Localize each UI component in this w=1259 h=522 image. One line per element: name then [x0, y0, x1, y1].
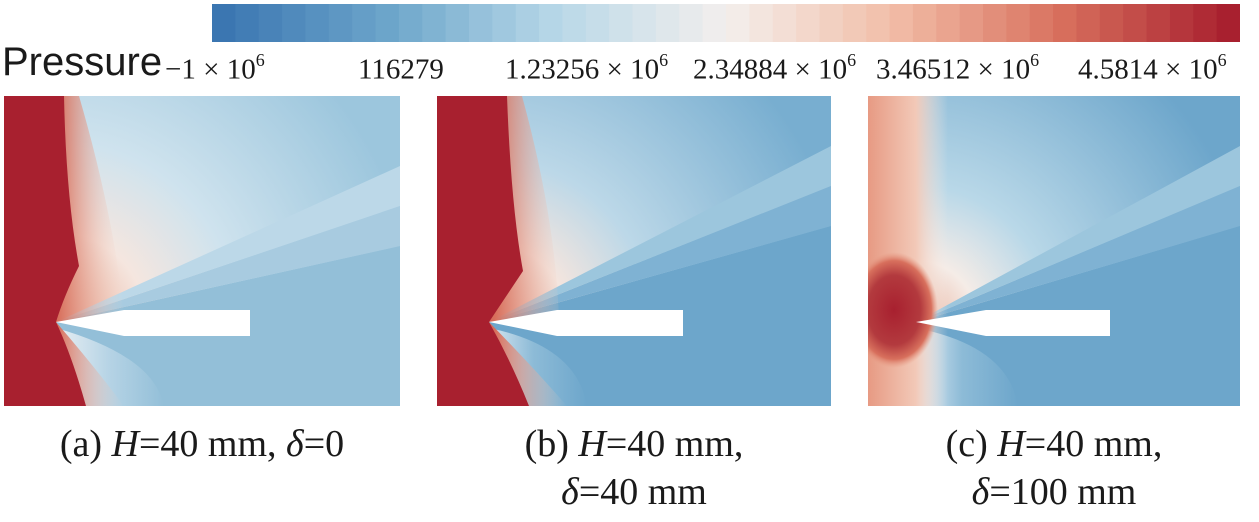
colorbar-band	[328, 4, 353, 42]
colorbar-band	[889, 4, 914, 42]
colorbar-band	[679, 4, 704, 42]
colorbar-band	[1006, 4, 1031, 42]
colorbar-tick-label: 116279	[358, 53, 444, 86]
colorbar-tick-label: 4.5814 × 106	[1078, 50, 1227, 86]
colorbar-band	[585, 4, 610, 42]
colorbar-band	[632, 4, 657, 42]
colorbar-band	[445, 4, 470, 42]
colorbar-band	[398, 4, 423, 42]
colorbar-band	[492, 4, 517, 42]
colorbar-band	[749, 4, 774, 42]
colorbar-title: Pressure	[2, 40, 163, 84]
colorbar-band	[1099, 4, 1124, 42]
colorbar-band	[702, 4, 727, 42]
colorbar-band	[1076, 4, 1101, 42]
colorbar-tick-label: 3.46512 × 106	[876, 50, 1040, 86]
pressure-contour-panel-b	[437, 96, 831, 406]
colorbar-band	[469, 4, 493, 42]
colorbar-band	[539, 4, 564, 42]
colorbar-band	[1216, 4, 1240, 42]
colorbar-band	[1193, 4, 1218, 42]
colorbar-band	[819, 4, 844, 42]
colorbar-tick-label: 2.34884 × 106	[693, 50, 857, 86]
colorbar-band	[305, 4, 330, 42]
pressure-colorbar	[212, 4, 1240, 42]
colorbar-band	[772, 4, 797, 42]
colorbar-band	[258, 4, 283, 42]
pressure-contour-panel-c	[868, 96, 1240, 406]
colorbar-band	[959, 4, 984, 42]
colorbar-band	[1123, 4, 1148, 42]
colorbar-tick-label: 1.23256 × 106	[505, 50, 669, 86]
colorbar-band	[375, 4, 400, 42]
panel-b-caption: (b) H=40 mm, δ=40 mm	[524, 423, 744, 513]
colorbar-band	[235, 4, 260, 42]
colorbar-band	[936, 4, 961, 42]
colorbar-band	[1029, 4, 1054, 42]
colorbar-band	[352, 4, 377, 42]
colorbar-tick-label: −1 × 106	[165, 50, 265, 86]
colorbar-band	[1146, 4, 1171, 42]
colorbar-band	[655, 4, 680, 42]
colorbar-band	[1053, 4, 1078, 42]
panel-a-caption: (a) H=40 mm, δ=0	[59, 423, 345, 465]
colorbar-band	[422, 4, 447, 42]
colorbar-band	[562, 4, 587, 42]
colorbar-band	[842, 4, 867, 42]
colorbar-band	[912, 4, 937, 42]
colorbar-band	[983, 4, 1007, 42]
colorbar-band	[515, 4, 540, 42]
panel-c-caption: (c) H=40 mm, δ=100 mm	[945, 423, 1163, 513]
colorbar-band	[212, 4, 236, 42]
colorbar-band	[726, 4, 750, 42]
colorbar-band	[282, 4, 307, 42]
colorbar-band	[796, 4, 821, 42]
colorbar-band	[609, 4, 634, 42]
colorbar-band	[1169, 4, 1194, 42]
pressure-contour-panel-a	[4, 96, 400, 406]
colorbar-band	[866, 4, 891, 42]
